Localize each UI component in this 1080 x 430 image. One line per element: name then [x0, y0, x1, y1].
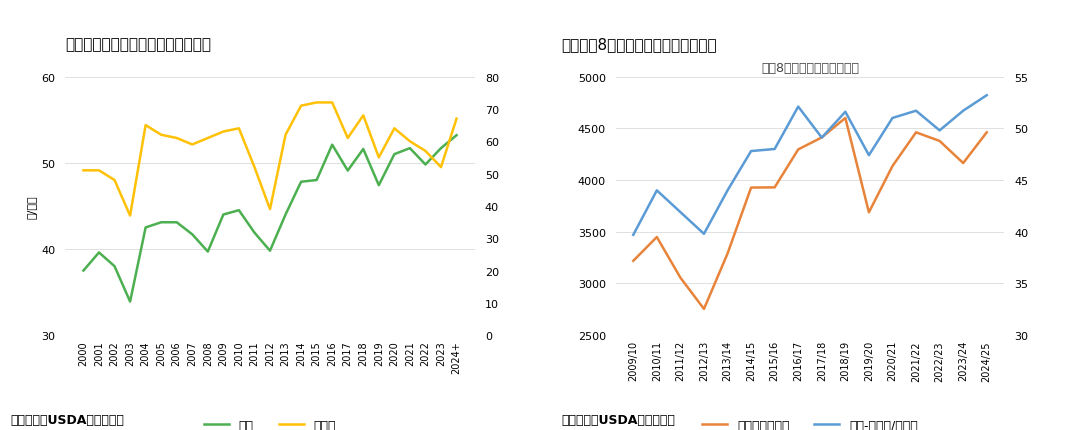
产量（百万蒲）: [815, 135, 828, 141]
优良率: [310, 101, 323, 106]
单产-右（蒲/英亩）: [839, 110, 852, 115]
Text: 图：美豆单产与优良率变化有趋同性: 图：美豆单产与优良率变化有趋同性: [65, 37, 211, 52]
优良率: [279, 133, 292, 138]
优良率: [232, 126, 245, 132]
Legend: 产量（百万蒲）, 单产-右（蒲/英亩）: 产量（百万蒲）, 单产-右（蒲/英亩）: [697, 414, 923, 430]
单产-右（蒲/英亩）: [909, 109, 922, 114]
单产: [232, 208, 245, 213]
优良率: [450, 117, 463, 122]
优良率: [404, 139, 417, 144]
单产: [279, 212, 292, 218]
单产-右（蒲/英亩）: [768, 147, 781, 152]
优良率: [108, 178, 121, 183]
优良率: [201, 136, 214, 141]
单产: [295, 180, 308, 185]
优良率: [93, 168, 106, 173]
Line: 产量（百万蒲）: 产量（百万蒲）: [633, 119, 987, 309]
优良率: [77, 168, 90, 173]
优良率: [356, 114, 369, 119]
单产: [77, 268, 90, 273]
优良率: [154, 133, 167, 138]
单产: [108, 264, 121, 269]
单产: [93, 250, 106, 255]
Line: 单产: 单产: [83, 136, 457, 302]
Line: 单产-右（蒲/英亩）: 单产-右（蒲/英亩）: [633, 96, 987, 235]
优良率: [373, 156, 386, 161]
单产-右（蒲/英亩）: [744, 149, 757, 154]
单产-右（蒲/英亩）: [815, 136, 828, 141]
优良率: [341, 136, 354, 141]
单产: [171, 220, 184, 225]
Line: 优良率: 优良率: [83, 103, 457, 216]
优良率: [248, 165, 261, 170]
产量（百万蒲）: [839, 116, 852, 121]
优良率: [186, 142, 199, 147]
Title: 历史8月月报公布单产和产量: 历史8月月报公布单产和产量: [761, 62, 859, 75]
产量（百万蒲）: [674, 276, 687, 281]
产量（百万蒲）: [721, 252, 734, 257]
单产: [404, 146, 417, 151]
优良率: [217, 130, 230, 135]
优良率: [123, 213, 136, 218]
产量（百万蒲）: [744, 186, 757, 191]
单产: [310, 178, 323, 183]
单产: [326, 143, 339, 148]
单产-右（蒲/英亩）: [933, 129, 946, 134]
优良率: [171, 136, 184, 141]
单产: [264, 249, 276, 254]
单产-右（蒲/英亩）: [792, 105, 805, 110]
优良率: [295, 104, 308, 109]
产量（百万蒲）: [650, 235, 663, 240]
产量（百万蒲）: [768, 185, 781, 190]
单产: [341, 169, 354, 174]
Text: 数据来源：USDA，国富期货: 数据来源：USDA，国富期货: [562, 413, 675, 426]
单产: [373, 183, 386, 188]
Text: 数据来源：USDA，国富期货: 数据来源：USDA，国富期货: [11, 413, 124, 426]
单产-右（蒲/英亩）: [863, 153, 876, 158]
Y-axis label: 蒲/英亩: 蒲/英亩: [27, 195, 37, 218]
单产-右（蒲/英亩）: [674, 210, 687, 215]
单产: [248, 230, 261, 236]
单产: [217, 212, 230, 218]
产量（百万蒲）: [981, 130, 994, 135]
单产: [139, 225, 152, 230]
产量（百万蒲）: [792, 147, 805, 153]
单产: [450, 133, 463, 138]
单产: [356, 147, 369, 152]
单产: [419, 163, 432, 168]
产量（百万蒲）: [909, 130, 922, 135]
产量（百万蒲）: [863, 210, 876, 215]
Text: 图：美豆8月月报公布单产和产量水平: 图：美豆8月月报公布单产和产量水平: [562, 37, 717, 52]
单产: [154, 220, 167, 225]
优良率: [434, 165, 447, 170]
产量（百万蒲）: [698, 307, 711, 312]
单产-右（蒲/英亩）: [626, 233, 639, 238]
产量（百万蒲）: [957, 161, 970, 166]
单产-右（蒲/英亩）: [698, 232, 711, 237]
产量（百万蒲）: [933, 139, 946, 144]
产量（百万蒲）: [626, 258, 639, 264]
优良率: [388, 126, 401, 132]
优良率: [419, 149, 432, 154]
单产: [186, 232, 199, 237]
单产-右（蒲/英亩）: [886, 116, 899, 121]
单产: [434, 146, 447, 151]
优良率: [139, 123, 152, 128]
单产-右（蒲/英亩）: [721, 188, 734, 194]
优良率: [264, 207, 276, 212]
单产: [388, 152, 401, 157]
单产: [201, 249, 214, 255]
单产-右（蒲/英亩）: [957, 109, 970, 114]
优良率: [326, 101, 339, 106]
Legend: 单产, 优良率: 单产, 优良率: [199, 414, 341, 430]
产量（百万蒲）: [886, 164, 899, 169]
单产: [123, 299, 136, 304]
单产-右（蒲/英亩）: [981, 93, 994, 98]
单产-右（蒲/英亩）: [650, 188, 663, 194]
